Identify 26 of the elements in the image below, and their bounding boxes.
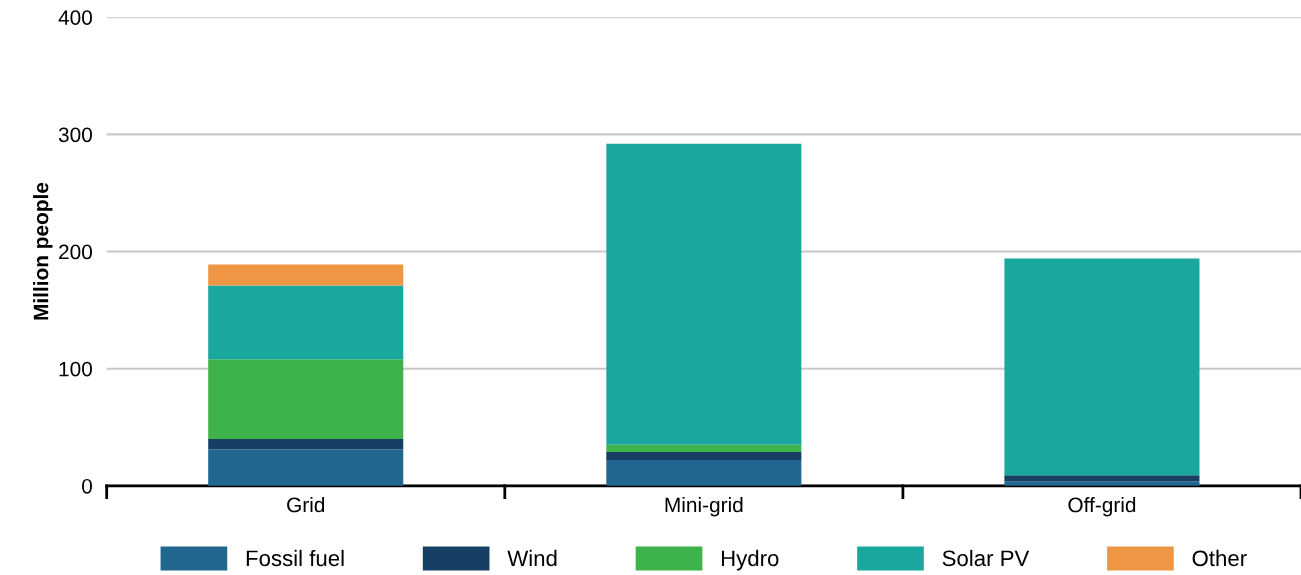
legend-label: Hydro [721, 549, 779, 571]
legend-label: Solar PV [942, 549, 1030, 567]
bar [1004, 475, 1200, 482]
legend-label: Wind [507, 549, 557, 567]
x-tick-label: Mini-grid [665, 496, 743, 517]
bar [208, 449, 404, 486]
y-tick-label: 400 [58, 10, 92, 25]
y-tick-label: 300 [58, 127, 92, 143]
bar [606, 143, 802, 445]
bar [208, 285, 404, 360]
y-axis-title: Million people [33, 182, 53, 320]
bar [606, 451, 802, 461]
legend-label: Fossil fuel [246, 549, 344, 567]
bar [606, 444, 802, 452]
legend-label: Other [1192, 549, 1247, 567]
y-tick-label: 100 [59, 361, 92, 377]
bar [208, 439, 404, 450]
bar [208, 264, 404, 286]
bar [1004, 258, 1200, 476]
x-tick-label: Grid [287, 496, 325, 513]
y-tick-label: 200 [59, 244, 92, 260]
x-tick-label: Off-grid [1068, 496, 1136, 517]
y-tick-label: 0 [82, 478, 92, 494]
bar [208, 359, 404, 440]
bar [1004, 481, 1200, 486]
bar [606, 460, 802, 486]
